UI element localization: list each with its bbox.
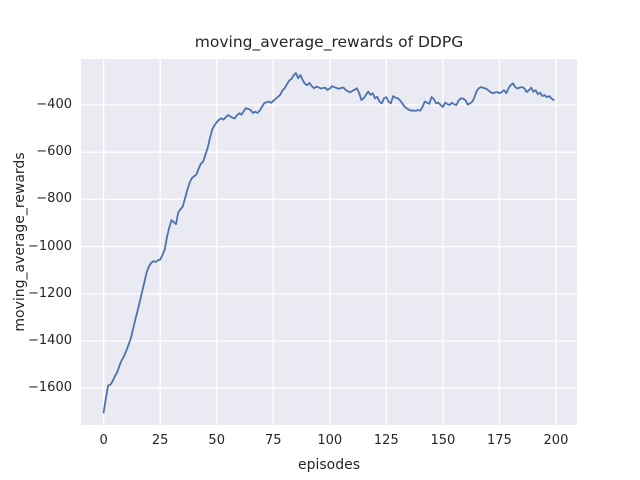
x-tick-label: 100: [317, 433, 343, 448]
x-tick-label: 75: [264, 433, 282, 448]
y-tick-label: −600: [36, 144, 72, 160]
x-tick-label: 50: [208, 433, 225, 448]
x-tick-label: 200: [543, 433, 569, 448]
y-tick-label: −400: [36, 97, 72, 112]
x-tick-label: 175: [487, 433, 512, 448]
y-tick-label: −1400: [28, 332, 72, 348]
y-tick-label: −1200: [28, 285, 72, 301]
x-tick-label: 0: [99, 433, 108, 448]
reward-line: [102, 72, 555, 414]
y-tick-label: −1600: [28, 380, 72, 396]
chart-title: moving_average_rewards of DDPG: [194, 33, 464, 51]
x-tick-label: 25: [151, 433, 169, 448]
y-tick-label: −800: [36, 191, 72, 207]
x-tick-label: 150: [430, 433, 456, 448]
x-tick-label: 125: [373, 433, 399, 448]
x-axis-label: episodes: [297, 457, 361, 473]
plot-background: [81, 59, 577, 425]
y-tick-label: −1000: [28, 238, 72, 254]
